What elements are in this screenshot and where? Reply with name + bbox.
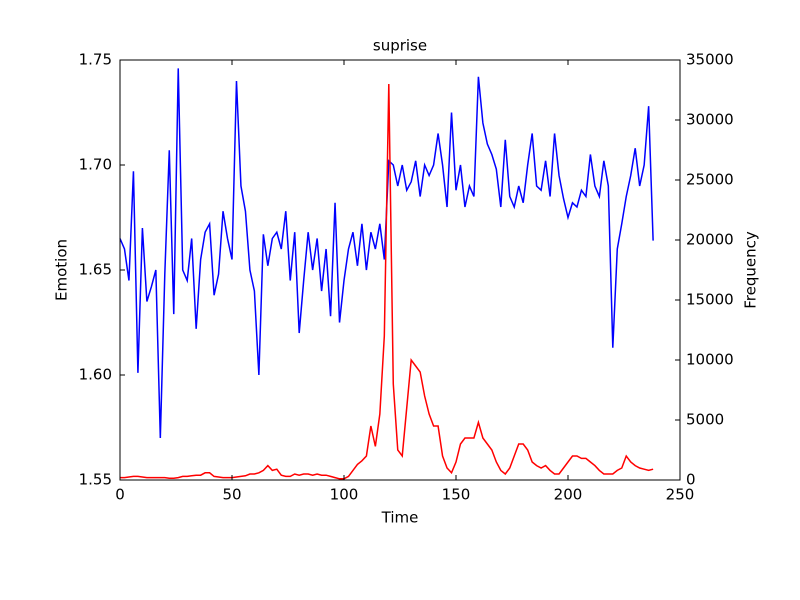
y2-tick-label: 10000: [686, 351, 734, 369]
x-tick-label: 100: [330, 486, 359, 504]
y2-tick-label: 15000: [686, 291, 734, 309]
y2-tick-label: 35000: [686, 51, 734, 69]
x-axis-label: Time: [381, 509, 419, 527]
x-tick-label: 250: [666, 486, 695, 504]
y-tick-label: 1.55: [79, 471, 112, 489]
data-line: [120, 83, 654, 480]
y-tick-label: 1.60: [79, 366, 112, 384]
y2-axis-label: Frequency: [742, 231, 760, 309]
x-tick-label: 200: [554, 486, 583, 504]
y2-tick-label: 5000: [686, 411, 724, 429]
y-axis-label: Emotion: [53, 239, 71, 301]
y2-tick-label: 30000: [686, 111, 734, 129]
y2-tick-label: 20000: [686, 231, 734, 249]
x-tick-label: 0: [115, 486, 125, 504]
y2-tick-label: 0: [686, 471, 696, 489]
x-tick-label: 150: [442, 486, 471, 504]
y-tick-label: 1.70: [79, 156, 112, 174]
y-tick-label: 1.65: [79, 261, 112, 279]
y-tick-label: 1.75: [79, 51, 112, 69]
x-tick-label: 50: [222, 486, 241, 504]
chart-title: suprise: [373, 37, 427, 55]
y2-tick-label: 25000: [686, 171, 734, 189]
